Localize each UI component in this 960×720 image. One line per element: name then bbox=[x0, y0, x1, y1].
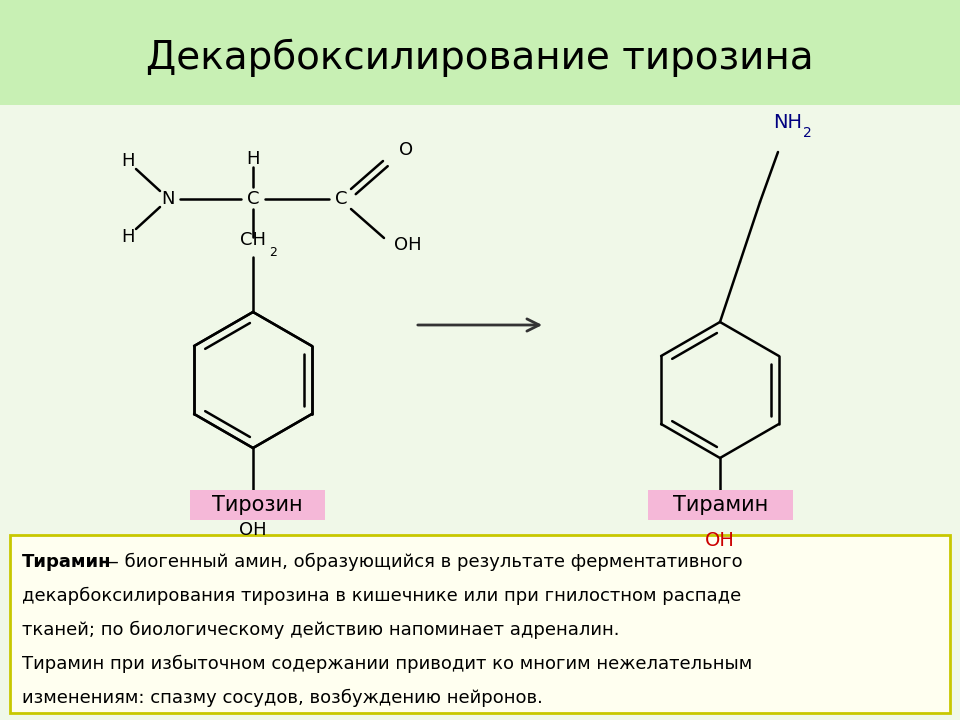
Text: H: H bbox=[121, 152, 134, 170]
Text: Тирамин: Тирамин bbox=[22, 553, 111, 571]
Text: N: N bbox=[161, 190, 175, 208]
Text: H: H bbox=[121, 228, 134, 246]
Text: H: H bbox=[247, 150, 260, 168]
Text: декарбоксилирования тирозина в кишечнике или при гнилостном распаде: декарбоксилирования тирозина в кишечнике… bbox=[22, 587, 741, 606]
Text: O: O bbox=[399, 141, 413, 159]
Text: Декарбоксилирование тирозина: Декарбоксилирование тирозина bbox=[146, 39, 814, 77]
Text: CH: CH bbox=[240, 231, 266, 249]
Text: 2: 2 bbox=[803, 126, 812, 140]
Text: Тирамин: Тирамин bbox=[673, 495, 768, 515]
Text: Тирозин: Тирозин bbox=[212, 495, 302, 515]
Text: C: C bbox=[247, 190, 259, 208]
Text: 2: 2 bbox=[269, 246, 276, 259]
Text: OH: OH bbox=[394, 236, 421, 254]
Bar bbox=[0, 0, 960, 105]
Text: OH: OH bbox=[239, 521, 267, 539]
Text: C: C bbox=[335, 190, 348, 208]
Text: тканей; по биологическому действию напоминает адреналин.: тканей; по биологическому действию напом… bbox=[22, 621, 619, 639]
Text: — биогенный амин, образующийся в результате ферментативного: — биогенный амин, образующийся в результ… bbox=[95, 553, 743, 571]
Bar bbox=[10, 535, 950, 713]
Text: NH: NH bbox=[773, 113, 802, 132]
Bar bbox=[190, 490, 325, 520]
Text: OH: OH bbox=[705, 531, 735, 550]
Text: Тирамин при избыточном содержании приводит ко многим нежелательным: Тирамин при избыточном содержании привод… bbox=[22, 655, 753, 673]
Bar bbox=[648, 490, 793, 520]
Text: изменениям: спазму сосудов, возбуждению нейронов.: изменениям: спазму сосудов, возбуждению … bbox=[22, 689, 542, 707]
